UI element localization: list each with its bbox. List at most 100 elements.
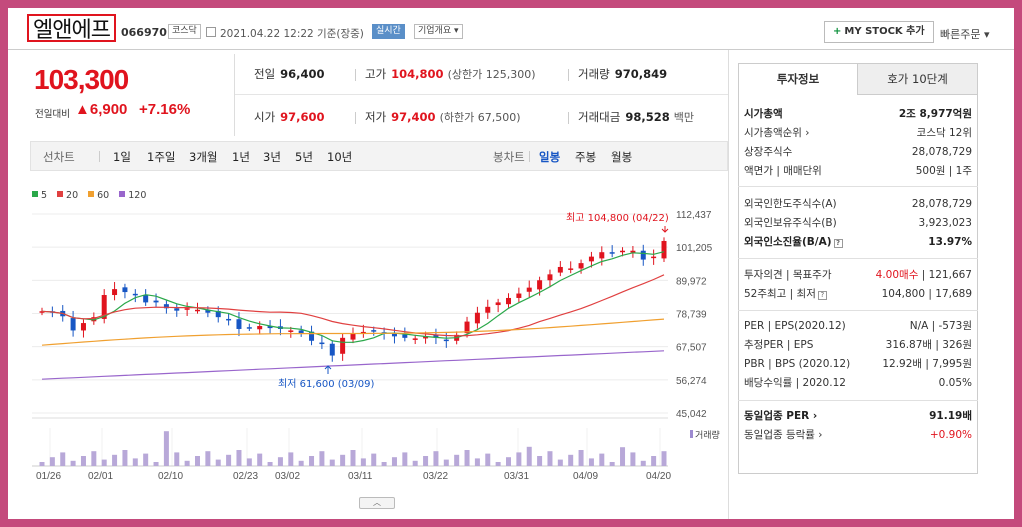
stat-label: 거래대금 — [578, 110, 621, 124]
tab-orderbook[interactable]: 호가 10단계 — [857, 63, 978, 95]
row-label-text: PBR | BPS (2020.12) — [744, 358, 851, 370]
volume-label: 거래량 — [695, 429, 720, 441]
volume-bar — [371, 453, 377, 466]
row-label: 외국인소진율(B/A)? — [744, 233, 843, 252]
line-chart-label: 선차트 — [43, 150, 75, 164]
divider — [568, 69, 569, 81]
target-price: | 121,667 — [918, 269, 972, 281]
tab-investment-info[interactable]: 투자정보 — [738, 63, 858, 95]
volume-bar — [288, 452, 294, 466]
period-10y[interactable]: 10년 — [327, 150, 353, 164]
x-tick-label: 03/02 — [275, 471, 300, 482]
volume-bar — [143, 453, 149, 466]
volume-bar — [464, 450, 470, 466]
week52-row: 52주최고 | 최저? 104,800 | 17,689 — [744, 285, 972, 304]
candle-weekly[interactable]: 주봉 — [575, 150, 597, 164]
volume-bar — [80, 456, 86, 466]
volume-bar — [132, 458, 138, 466]
sector-rate-row[interactable]: 동일업종 등락률 › +0.90% — [744, 426, 972, 445]
foreign-section: 외국인한도주식수(A) 28,078,729 외국인보유주식수(B) 3,923,02… — [744, 195, 972, 252]
candle-body — [661, 240, 667, 259]
divider — [99, 151, 100, 162]
timestamp: 2021.04.22 12:22 기준(장중) — [220, 28, 364, 40]
row-value: 4.00매수 | 121,667 — [876, 266, 972, 285]
candle-body — [236, 319, 242, 329]
candle-body — [464, 321, 470, 334]
candle-daily[interactable]: 일봉 — [539, 150, 561, 164]
help-icon[interactable]: ? — [817, 291, 827, 300]
legend-item: 20 — [57, 190, 78, 201]
volume-bar — [174, 452, 180, 466]
volume-bar — [578, 450, 584, 466]
row-label: 시가총액순위 › — [744, 124, 810, 143]
stat-label: 전일 — [254, 67, 276, 81]
row-value: 코스닥 12위 — [916, 127, 972, 139]
quick-order-button[interactable]: 빠른주문 ▾ — [940, 28, 990, 41]
candle-body — [163, 304, 169, 309]
row-label: PBR | BPS (2020.12) — [744, 355, 850, 374]
legend-item: 60 — [88, 190, 109, 201]
row-value: 28,078,729 — [911, 198, 972, 210]
divider — [234, 54, 235, 136]
volume-bar — [454, 454, 460, 466]
company-overview-button[interactable]: 기업개요 ▾ — [414, 24, 463, 39]
row-value: 12.92배 | 7,995원 — [882, 358, 972, 370]
collapse-handle[interactable]: ︿ — [359, 497, 395, 509]
row-label-text: 시가총액순위 › — [744, 127, 810, 139]
row-value: +0.90% — [929, 429, 972, 441]
candle-body — [112, 289, 118, 296]
candle-body — [319, 342, 325, 345]
chart-legend: 5 20 60 120 — [32, 190, 146, 201]
moving-average-line — [41, 251, 665, 343]
divider — [738, 400, 978, 401]
info-row: 추정PER | EPS 316.87배 | 326원 — [744, 336, 972, 355]
period-1y[interactable]: 1년 — [232, 150, 250, 164]
moving-average-line — [41, 350, 665, 380]
y-tick-label: 112,437 — [676, 210, 712, 221]
y-tick-label: 56,274 — [676, 376, 707, 387]
moving-average-line — [41, 274, 665, 337]
row-label-text: PER | EPS(2020.12) — [744, 320, 846, 332]
volume-bar — [557, 459, 563, 466]
volume-bar — [153, 462, 159, 466]
volume-bar — [277, 457, 283, 466]
stat-amount: 거래대금 98,528 백만 — [578, 109, 694, 125]
stat-value: 97,600 — [280, 110, 325, 124]
period-1w[interactable]: 1주일 — [147, 150, 176, 164]
volume-bar — [588, 458, 594, 466]
divider — [529, 151, 530, 162]
divider — [738, 186, 978, 187]
period-3m[interactable]: 3개월 — [189, 150, 218, 164]
candle-body — [485, 306, 491, 313]
row-label-text: 추정PER | EPS — [744, 339, 814, 351]
volume-bar — [112, 454, 118, 466]
realtime-badge[interactable]: 실시간 — [372, 24, 405, 39]
row-label: 추정PER | EPS — [744, 336, 813, 355]
period-1d[interactable]: 1일 — [113, 150, 131, 164]
sector-per-row[interactable]: 동일업종 PER › 91.19배 — [744, 407, 972, 426]
volume-bar — [163, 431, 169, 466]
candle-body — [132, 293, 138, 296]
divider — [738, 258, 978, 259]
period-5y[interactable]: 5년 — [295, 150, 313, 164]
volume-bar — [609, 462, 615, 466]
price-chart[interactable]: 112,437 101,205 89,972 78,739 67,507 56,274 45… — [28, 188, 730, 488]
volume-bar — [101, 459, 107, 466]
period-3y[interactable]: 3년 — [263, 150, 281, 164]
price-change: ▲6,900 — [75, 101, 128, 118]
candle-body — [257, 326, 263, 330]
row-value: N/A | -573원 — [909, 320, 972, 332]
legend-label: 120 — [128, 190, 147, 201]
volume-bar — [236, 450, 242, 466]
candle-body — [630, 250, 636, 253]
volume-bar — [599, 453, 605, 466]
mystock-add-button[interactable]: + MY STOCK 추가 — [824, 21, 934, 43]
stat-label: 고가 — [365, 67, 387, 81]
stat-unit: 백만 — [673, 111, 694, 124]
candle-monthly[interactable]: 월봉 — [611, 150, 633, 164]
info-row: 시가총액순위 › 코스닥 12위 — [744, 124, 972, 143]
row-label-text: 외국인보유주식수(B) — [744, 217, 837, 229]
help-icon[interactable]: ? — [833, 239, 843, 248]
volume-bar — [547, 451, 553, 466]
calendar-icon — [206, 27, 216, 37]
